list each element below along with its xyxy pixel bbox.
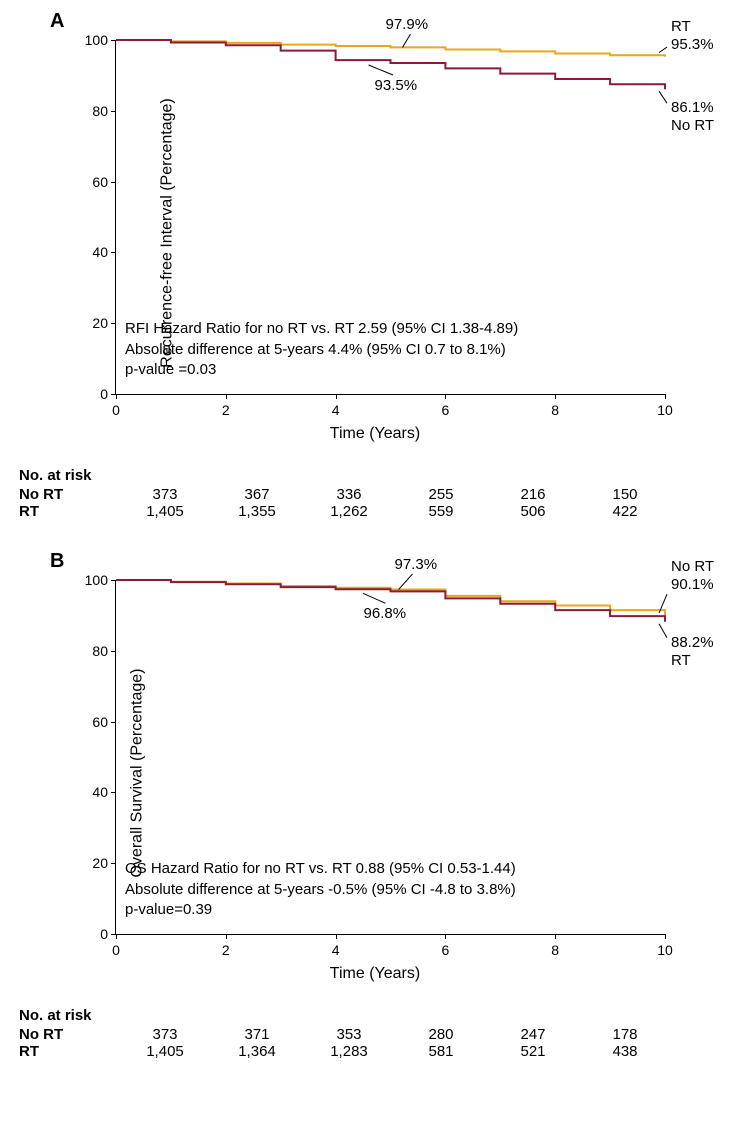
annot-rt-mid: 97.9% bbox=[386, 16, 429, 33]
series-label-rt-top: RT bbox=[671, 18, 691, 35]
risk-cell: 247 bbox=[487, 1026, 579, 1043]
ytick-label: 20 bbox=[92, 855, 116, 871]
risk-cell: 280 bbox=[395, 1026, 487, 1043]
annot-nort-end: 90.1% bbox=[671, 576, 714, 593]
ytick-label: 20 bbox=[92, 315, 116, 331]
risk-cell: 1,405 bbox=[119, 1043, 211, 1060]
risk-cell: 216 bbox=[487, 486, 579, 503]
xtick-label: 4 bbox=[332, 934, 340, 958]
risk-b-title: No. at risk bbox=[15, 1007, 735, 1024]
ytick-label: 80 bbox=[92, 103, 116, 119]
chart-a: Recurrence-free Interval (Percentage) 02… bbox=[15, 10, 735, 455]
ytick-label: 100 bbox=[85, 572, 116, 588]
xtick-label: 10 bbox=[657, 394, 673, 418]
risk-row-label: No RT bbox=[15, 486, 119, 503]
risk-cell: 422 bbox=[579, 503, 671, 520]
chart-b-xlabel: Time (Years) bbox=[330, 965, 420, 983]
annot-rt-end: 95.3% bbox=[671, 36, 714, 53]
xtick-label: 8 bbox=[551, 934, 559, 958]
chart-a-stats-line1: RFI Hazard Ratio for no RT vs. RT 2.59 (… bbox=[125, 319, 518, 339]
xtick-label: 2 bbox=[222, 394, 230, 418]
annot-nort-mid: 97.3% bbox=[395, 556, 438, 573]
series-label-nort-bot: No RT bbox=[671, 117, 714, 134]
risk-cell: 559 bbox=[395, 503, 487, 520]
risk-cell: 255 bbox=[395, 486, 487, 503]
risk-cell: 1,364 bbox=[211, 1043, 303, 1060]
risk-cell: 371 bbox=[211, 1026, 303, 1043]
panel-b: B Overall Survival (Percentage) 02040608… bbox=[15, 550, 735, 995]
risk-a-title: No. at risk bbox=[15, 467, 735, 484]
ytick-label: 60 bbox=[92, 714, 116, 730]
chart-a-stats-line2: Absolute difference at 5-years 4.4% (95%… bbox=[125, 340, 518, 360]
risk-table-a: No. at risk No RT373367336255216150RT1,4… bbox=[15, 467, 735, 520]
risk-row: No RT373367336255216150 bbox=[15, 486, 735, 503]
risk-cell: 373 bbox=[119, 1026, 211, 1043]
chart-b-stats: OS Hazard Ratio for no RT vs. RT 0.88 (9… bbox=[125, 859, 516, 920]
risk-row: RT1,4051,3641,283581521438 bbox=[15, 1043, 735, 1060]
risk-cell: 367 bbox=[211, 486, 303, 503]
xtick-label: 10 bbox=[657, 934, 673, 958]
ytick-label: 80 bbox=[92, 643, 116, 659]
risk-cell: 150 bbox=[579, 486, 671, 503]
risk-cell: 506 bbox=[487, 503, 579, 520]
series-label-nort-top: No RT bbox=[671, 558, 714, 575]
risk-cell: 353 bbox=[303, 1026, 395, 1043]
xtick-label: 8 bbox=[551, 394, 559, 418]
risk-cell: 1,355 bbox=[211, 503, 303, 520]
panel-a: A Recurrence-free Interval (Percentage) … bbox=[15, 10, 735, 455]
risk-cell: 581 bbox=[395, 1043, 487, 1060]
risk-cell: 1,283 bbox=[303, 1043, 395, 1060]
ytick-label: 100 bbox=[85, 32, 116, 48]
annot-rt-end: 88.2% bbox=[671, 634, 714, 651]
risk-cell: 438 bbox=[579, 1043, 671, 1060]
risk-cell: 336 bbox=[303, 486, 395, 503]
risk-row-label: RT bbox=[15, 503, 119, 520]
risk-cell: 521 bbox=[487, 1043, 579, 1060]
chart-a-stats: RFI Hazard Ratio for no RT vs. RT 2.59 (… bbox=[125, 319, 518, 380]
xtick-label: 6 bbox=[441, 394, 449, 418]
chart-b-stats-line1: OS Hazard Ratio for no RT vs. RT 0.88 (9… bbox=[125, 859, 516, 879]
ytick-label: 40 bbox=[92, 784, 116, 800]
xtick-label: 0 bbox=[112, 394, 120, 418]
risk-table-b: No. at risk No RT373371353280247178RT1,4… bbox=[15, 1007, 735, 1060]
chart-a-stats-line3: p-value =0.03 bbox=[125, 360, 518, 380]
risk-row: RT1,4051,3551,262559506422 bbox=[15, 503, 735, 520]
annot-nort-mid: 93.5% bbox=[375, 77, 418, 94]
series-label-rt-bot: RT bbox=[671, 652, 691, 669]
annot-rt-mid: 96.8% bbox=[364, 605, 407, 622]
chart-a-xlabel: Time (Years) bbox=[330, 425, 420, 443]
risk-cell: 1,405 bbox=[119, 503, 211, 520]
ytick-label: 40 bbox=[92, 244, 116, 260]
xtick-label: 0 bbox=[112, 934, 120, 958]
ytick-label: 60 bbox=[92, 174, 116, 190]
xtick-label: 6 bbox=[441, 934, 449, 958]
risk-row: No RT373371353280247178 bbox=[15, 1026, 735, 1043]
xtick-label: 4 bbox=[332, 394, 340, 418]
chart-b: Overall Survival (Percentage) 0204060801… bbox=[15, 550, 735, 995]
risk-cell: 373 bbox=[119, 486, 211, 503]
risk-row-label: No RT bbox=[15, 1026, 119, 1043]
xtick-label: 2 bbox=[222, 934, 230, 958]
chart-b-stats-line3: p-value=0.39 bbox=[125, 900, 516, 920]
risk-cell: 1,262 bbox=[303, 503, 395, 520]
annot-nort-end: 86.1% bbox=[671, 99, 714, 116]
risk-cell: 178 bbox=[579, 1026, 671, 1043]
chart-b-stats-line2: Absolute difference at 5-years -0.5% (95… bbox=[125, 880, 516, 900]
risk-row-label: RT bbox=[15, 1043, 119, 1060]
